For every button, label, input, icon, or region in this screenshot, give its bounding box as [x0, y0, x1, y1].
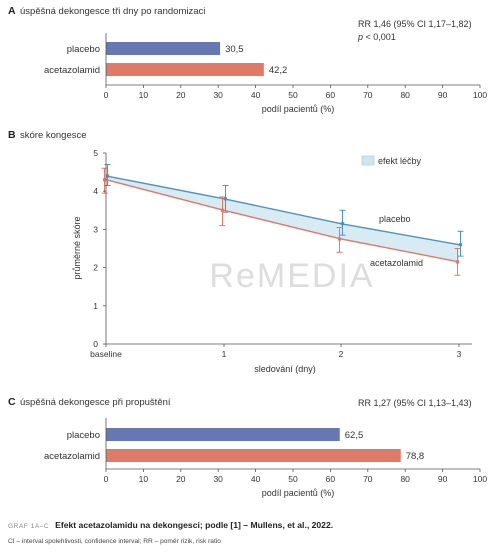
value-label: 30,5: [225, 44, 244, 55]
x-tick-label: 40: [251, 90, 261, 100]
panel-b-title: skóre kongesce: [20, 130, 87, 141]
x-tick-label: 2: [339, 349, 344, 359]
bar-placebo: [106, 428, 340, 441]
x-axis-label: podíl pacientů (%): [262, 488, 335, 498]
category-label: placebo: [67, 44, 100, 55]
y-tick-label: 3: [93, 224, 98, 234]
data-point-placebo: [223, 197, 228, 201]
x-tick-label: 10: [139, 90, 149, 100]
bar-placebo: [106, 42, 221, 55]
panel-c-rr: RR 1,27 (95% CI 1,13–1,43): [358, 398, 472, 408]
series-label-placebo: placebo: [379, 214, 411, 224]
category-label: acetazolamid: [44, 451, 100, 462]
x-tick-label: 20: [176, 474, 186, 484]
x-tick-label: 50: [288, 90, 298, 100]
y-tick-label: 4: [93, 186, 98, 196]
x-tick-label: 30: [213, 90, 223, 100]
data-point-placebo: [458, 243, 463, 247]
panel-a-pvalue: p < 0,001: [357, 32, 396, 42]
x-tick-label: 10: [139, 474, 149, 484]
y-tick-label: 5: [93, 148, 98, 158]
x-tick-label: 90: [438, 90, 448, 100]
data-point-placebo: [340, 222, 345, 226]
y-axis-label: průměrné skóre: [72, 216, 82, 279]
x-tick-label: 0: [104, 474, 109, 484]
x-tick-label: 100: [473, 90, 487, 100]
series-label-acetazolamid: acetazolamid: [370, 258, 423, 268]
data-point-acetazolamid: [102, 178, 107, 182]
value-label: 62,5: [345, 430, 364, 441]
legend-swatch-band: [361, 155, 375, 166]
x-axis-label: sledování (dny): [254, 364, 316, 374]
y-tick-label: 1: [93, 301, 98, 311]
x-tick-label: 3: [457, 349, 462, 359]
panel-c-title: úspěšná dekongesce při propuštění: [20, 397, 171, 408]
panel-a-title: úspěšná dekongesce tři dny po randomizac…: [20, 6, 205, 17]
panel-a-rr: RR 1,46 (95% CI 1,17–1,82): [358, 19, 472, 29]
chart-c: placebo 62,5 acetazolamid 78,8 0 10 20 30 40 50 60…: [44, 418, 487, 498]
x-tick-label: 30: [213, 474, 223, 484]
x-tick-label: 100: [473, 474, 487, 484]
legend-label-band: efekt léčby: [378, 156, 422, 166]
treatment-effect-band: [106, 175, 459, 262]
data-point-placebo: [105, 174, 110, 178]
panel-a-letter: A: [8, 5, 16, 17]
x-tick-label: 40: [251, 474, 261, 484]
y-tick-label: 2: [93, 263, 98, 273]
x-tick-label: 70: [363, 90, 373, 100]
bar-acetazolamid: [106, 63, 264, 76]
x-tick-label: 70: [363, 474, 373, 484]
value-label: 78,8: [406, 451, 425, 462]
value-label: 42,2: [269, 65, 288, 76]
watermark: ReMEDIA: [209, 257, 374, 295]
bar-acetazolamid: [106, 449, 401, 462]
panel-c-letter: C: [8, 396, 16, 408]
category-label: acetazolamid: [44, 65, 100, 76]
chart-a: placebo 30,5 acetazolamid 42,2 0 10 20 30 40 50 60…: [44, 33, 487, 114]
caption-note: CI – interval spolehlivosti, confidence …: [8, 538, 221, 545]
x-tick-label: 0: [104, 90, 109, 100]
data-point-acetazolamid: [220, 208, 225, 212]
figure-caption: GRAF 1A–C Efekt acetazolamidu na dekonges…: [8, 520, 333, 530]
data-point-acetazolamid: [337, 237, 342, 241]
x-tick-label: 60: [326, 90, 336, 100]
series-line-acetazolamid: [105, 179, 460, 263]
chart-b: 0 1 2 3 4 5 baseline 1 2 3 sledování (dny) průměrné…: [72, 148, 472, 374]
x-tick-label: 20: [176, 90, 186, 100]
caption-label: GRAF 1A–C: [8, 523, 50, 530]
panel-b-letter: B: [8, 129, 16, 141]
x-tick-label: 1: [222, 349, 227, 359]
caption-text: Efekt acetazolamidu na dekongesci; podle…: [55, 520, 334, 530]
x-tick-label: 60: [326, 474, 336, 484]
category-label: placebo: [67, 430, 100, 441]
x-tick-label: baseline: [90, 349, 122, 359]
x-tick-label: 80: [400, 90, 410, 100]
x-tick-label: 90: [438, 474, 448, 484]
data-point-acetazolamid: [455, 260, 460, 264]
x-tick-label: 80: [400, 474, 410, 484]
x-axis-label: podíl pacientů (%): [262, 104, 335, 114]
figure: ReMEDIA A úspěšná dekongesce tři dny po …: [8, 5, 487, 498]
y-tick-label: 0: [93, 339, 98, 349]
series-line-placebo: [105, 175, 460, 246]
x-tick-label: 50: [288, 474, 298, 484]
